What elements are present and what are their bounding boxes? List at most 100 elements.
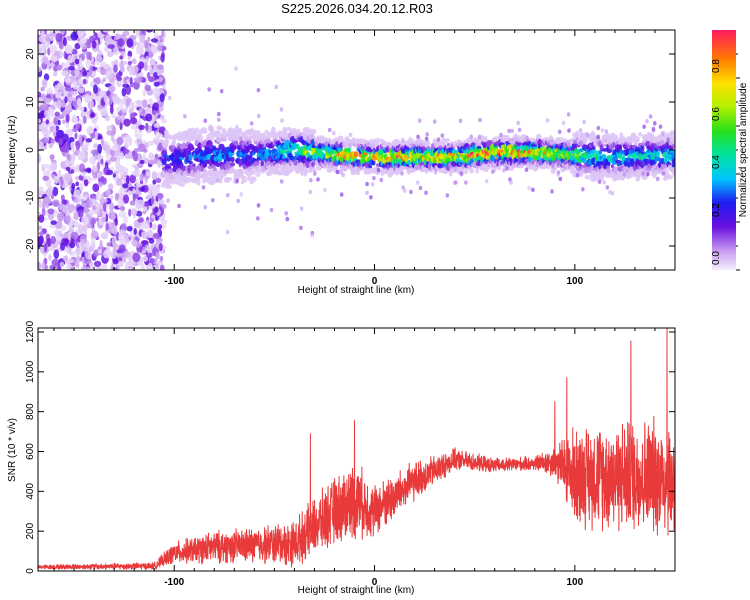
heatmap-cell [97,49,103,57]
heatmap-cell [601,153,607,159]
heatmap-cell [145,55,150,63]
heatmap-cell [158,75,163,83]
heatmap-cell [203,118,208,123]
heatmap-cell [51,258,60,266]
heatmap-cell [403,188,407,193]
heatmap-cell [285,216,290,222]
heatmap-cell [153,139,161,144]
heatmap-cell [97,171,103,178]
heatmap-cell [57,212,65,222]
snr-frame [37,327,676,572]
heatmap-cell [672,138,675,144]
heatmap-cell [469,168,474,174]
heatmap-cell [85,59,92,69]
heatmap-cell [109,195,114,200]
heatmap-cell [433,170,438,175]
colorbar-tick-label: 0.6 [711,107,722,121]
heatmap-cell [94,112,99,122]
heatmap-cell [497,165,501,171]
heatmap-cell [302,167,308,171]
heatmap-cell [370,182,375,187]
heatmap-cell [119,169,124,176]
heatmap-cell [400,171,404,176]
heatmap-cell [62,142,70,153]
heatmap-cell [150,38,159,43]
heatmap-cell [152,102,159,111]
heatmap-cell [148,154,156,159]
heatmap-cell [122,83,130,88]
y-tick-label: 0 [25,568,36,574]
heatmap-cell [50,55,59,63]
heatmap-cell [128,266,133,270]
heatmap-cell [416,134,420,139]
heatmap-cell [61,237,69,246]
heatmap-cell [76,241,80,248]
heatmap-cell [314,159,319,166]
heatmap-cell [239,192,244,197]
heatmap-cell [67,54,73,64]
heatmap-cell [478,117,482,123]
heatmap-cell [101,111,108,116]
heatmap-cell [618,144,622,151]
colorbar-tick-label: 0.4 [711,155,722,169]
heatmap-cell [162,154,169,159]
heatmap-cell [356,170,360,176]
heatmap-cell [102,77,106,82]
heatmap-cell [162,84,166,90]
colorbar: 0.0 0.2 0.4 0.6 0.8 Normalized spectral ampl… [711,30,749,271]
heatmap-cell [66,263,72,270]
heatmap-cell [44,110,48,117]
heatmap-cell [146,72,151,79]
heatmap-cell [90,240,96,251]
heatmap-cell [118,210,127,218]
heatmap-cell [369,195,373,200]
heatmap-cell [206,176,211,182]
heatmap-cell [110,87,114,97]
heatmap-cell [234,66,238,71]
heatmap-cell [165,184,173,190]
heatmap-cell [575,130,580,138]
heatmap-cell [67,204,75,211]
heatmap-cell [147,230,153,238]
heatmap-cell [145,113,153,122]
heatmap-cell [93,260,102,268]
heatmap-cell [217,111,221,117]
heatmap-cell [499,132,503,138]
heatmap-cell [123,216,128,224]
heatmap-cell [52,199,60,208]
y-tick-label: 20 [25,48,36,60]
heatmap-cell [425,132,430,137]
heatmap-cell [92,183,100,192]
heatmap-cell [77,209,84,218]
heatmap-cell [52,124,57,133]
heatmap-cell [249,169,256,175]
heatmap-cell [58,169,62,178]
heatmap-cell [56,64,63,71]
heatmap-cell [189,145,195,151]
heatmap-cell [535,162,539,167]
heatmap-cell [212,167,218,172]
heatmap-cell [454,180,458,185]
heatmap-cell [119,66,125,73]
heatmap-cell [585,132,590,138]
heatmap-cell [156,64,164,70]
heatmap-cell [141,249,147,254]
x-tick-label: 0 [372,577,378,588]
heatmap-cell [65,77,71,83]
heatmap-cell [230,144,237,151]
heatmap-cell [52,31,57,37]
heatmap-cell [125,175,130,185]
heatmap-cell [57,230,63,237]
heatmap-cell [444,138,450,143]
heatmap-cell [59,261,65,268]
heatmap-cell [69,250,73,256]
heatmap-cell [54,111,60,117]
heatmap-cell [100,158,104,165]
heatmap-cell [60,70,69,77]
heatmap-cell [132,188,136,194]
heatmap-cell [135,45,144,55]
heatmap-cell [97,143,103,154]
heatmap-cell [121,108,128,113]
spectrogram-xlabel: Height of straight line (km) [298,285,415,296]
